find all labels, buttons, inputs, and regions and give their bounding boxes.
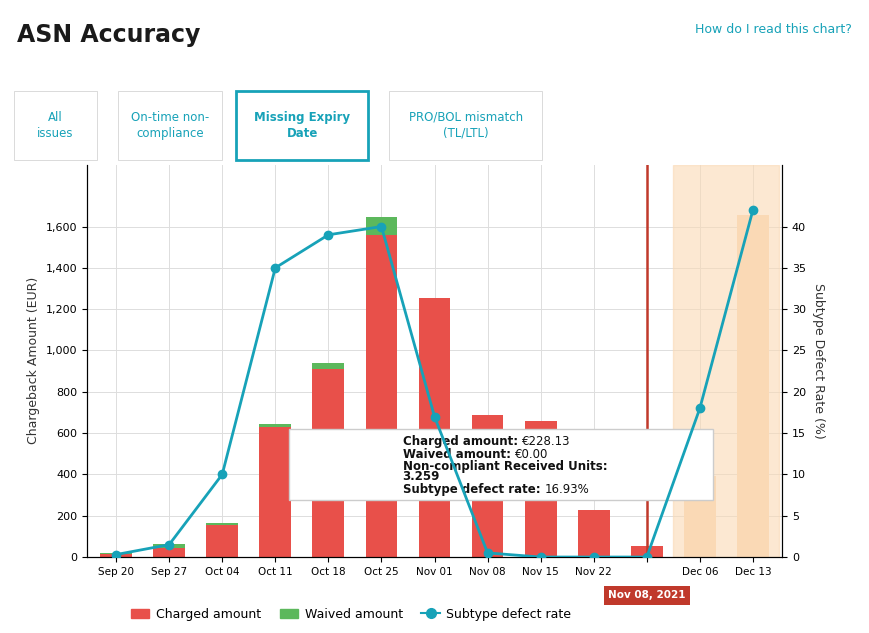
- Text: €228.13: €228.13: [522, 435, 570, 448]
- Text: Subtype defect rate:: Subtype defect rate:: [402, 483, 544, 496]
- Bar: [737, 356, 769, 557]
- Legend: Charged amount, Waived amount, Subtype defect rate: Charged amount, Waived amount, Subtype d…: [126, 603, 576, 625]
- Bar: [153, 544, 185, 548]
- Text: PRO/BOL mismatch
(TL/LTL): PRO/BOL mismatch (TL/LTL): [408, 111, 523, 140]
- Text: Charged amount:: Charged amount:: [402, 435, 522, 448]
- Text: 16.93%: 16.93%: [544, 483, 589, 496]
- FancyBboxPatch shape: [236, 91, 368, 160]
- Bar: [153, 548, 185, 557]
- Bar: [673, 165, 779, 557]
- Y-axis label: Subtype Defect Rate (%): Subtype Defect Rate (%): [813, 283, 826, 439]
- Bar: [419, 298, 450, 557]
- Text: Waived amount:: Waived amount:: [402, 448, 514, 461]
- FancyBboxPatch shape: [14, 91, 97, 160]
- Text: 3.259: 3.259: [402, 470, 440, 483]
- Y-axis label: Chargeback Amount (EUR): Chargeback Amount (EUR): [27, 277, 40, 444]
- Text: €0.00: €0.00: [514, 448, 548, 461]
- Bar: [366, 217, 397, 235]
- Text: How do I read this chart?: How do I read this chart?: [694, 23, 852, 36]
- Text: ASN Accuracy: ASN Accuracy: [17, 23, 201, 47]
- Bar: [259, 427, 291, 557]
- Text: On-time non-
compliance: On-time non- compliance: [131, 111, 209, 140]
- Bar: [366, 235, 397, 557]
- Bar: [578, 510, 610, 557]
- FancyBboxPatch shape: [389, 91, 542, 160]
- Bar: [313, 363, 344, 369]
- FancyBboxPatch shape: [118, 91, 222, 160]
- FancyBboxPatch shape: [289, 429, 713, 499]
- Bar: [684, 477, 716, 557]
- Bar: [631, 546, 663, 557]
- Bar: [737, 215, 769, 356]
- Bar: [206, 525, 238, 557]
- Text: Missing Expiry
Date: Missing Expiry Date: [255, 111, 350, 140]
- Bar: [472, 415, 503, 557]
- Bar: [100, 554, 132, 557]
- Text: Non-compliant Received Units:: Non-compliant Received Units:: [402, 460, 607, 473]
- Bar: [313, 369, 344, 557]
- Bar: [206, 523, 238, 525]
- Text: All
issues: All issues: [37, 111, 74, 140]
- Bar: [259, 425, 291, 427]
- Bar: [525, 421, 556, 557]
- Text: Nov 08, 2021: Nov 08, 2021: [608, 591, 686, 600]
